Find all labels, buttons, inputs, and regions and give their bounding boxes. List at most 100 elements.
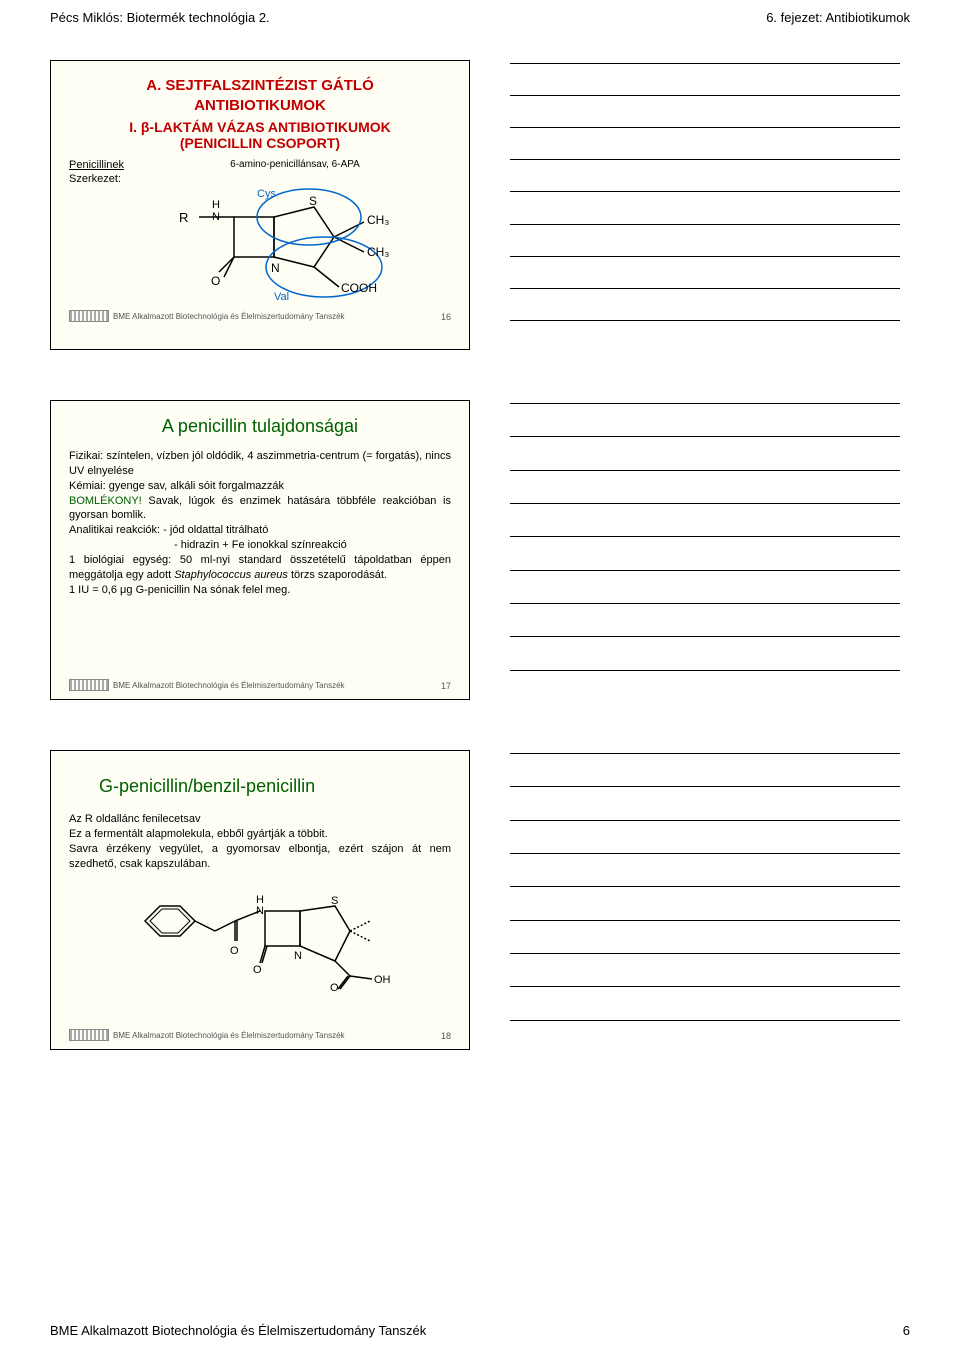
note-line	[510, 886, 900, 887]
slide1-pagenum: 16	[441, 312, 451, 322]
svg-text:O: O	[253, 964, 262, 976]
slide3-l3: Savra érzékeny vegyület, a gyomorsav elb…	[69, 842, 451, 872]
slide2-l2: Kémiai: gyenge sav, alkáli sóit forgalma…	[69, 479, 451, 494]
notes-2	[500, 400, 910, 700]
note-line	[510, 95, 900, 96]
slide2-footer-text: BME Alkalmazott Biotechnológia és Élelmi…	[113, 681, 345, 690]
note-line	[510, 63, 900, 64]
slide3-pagenum: 18	[441, 1031, 451, 1041]
row-3: G-penicillin/benzil-penicillin Az R olda…	[50, 750, 910, 1050]
slide2-title: A penicillin tulajdonságai	[69, 416, 451, 437]
slide2-l1: Fizikai: színtelen, vízben jól oldódik, …	[69, 449, 451, 479]
notes-3	[500, 750, 910, 1050]
slide1-left-labels: Penicillinek Szerkezet:	[69, 159, 139, 302]
note-line	[510, 256, 900, 257]
chem-s: S	[309, 194, 317, 208]
svg-text:N: N	[256, 905, 264, 917]
note-line	[510, 1020, 900, 1021]
note-line	[510, 986, 900, 987]
row-1: A. SEJTFALSZINTÉZIST GÁTLÓ ANTIBIOTIKUMO…	[50, 60, 910, 350]
slide1-chem-area: 6-amino-penicillánsav, 6-APA	[139, 159, 451, 302]
szerkezet-label: Szerkezet:	[69, 173, 139, 185]
chem-cooh: COOH	[341, 281, 377, 295]
slide1-content: Penicillinek Szerkezet: 6-amino-penicill…	[69, 159, 451, 302]
note-line	[510, 127, 900, 128]
building-icon	[69, 1029, 109, 1041]
note-line	[510, 503, 900, 504]
bme-logo-1: BME Alkalmazott Biotechnológia és Élelmi…	[69, 310, 345, 322]
chem-diagram-1: R H N S CH₃ CH₃ N O COOH Cys Val	[139, 172, 451, 302]
building-icon	[69, 679, 109, 691]
header-left: Pécs Miklós: Biotermék technológia 2.	[50, 10, 270, 25]
slide1-title-l1: A. SEJTFALSZINTÉZIST GÁTLÓ	[146, 77, 374, 94]
slide1-title: A. SEJTFALSZINTÉZIST GÁTLÓ ANTIBIOTIKUMO…	[69, 76, 451, 115]
slide2-footer: BME Alkalmazott Biotechnológia és Élelmi…	[69, 679, 451, 691]
penicillinek-label: Penicillinek	[69, 159, 139, 171]
chem-r: R	[179, 210, 188, 225]
slide2-body: Fizikai: színtelen, vízben jól oldódik, …	[69, 449, 451, 597]
slide2-bomlekony: BOMLÉKONY!	[69, 495, 148, 507]
chem-n1: N	[212, 211, 220, 223]
row-2: A penicillin tulajdonságai Fizikai: szín…	[50, 400, 910, 700]
slide2-l4: Analitikai reakciók: - jód oldattal titr…	[69, 523, 451, 538]
note-line	[510, 636, 900, 637]
val-label: Val	[274, 291, 289, 302]
note-line	[510, 288, 900, 289]
slide-2: A penicillin tulajdonságai Fizikai: szín…	[50, 400, 470, 700]
note-line	[510, 670, 900, 671]
note-line	[510, 820, 900, 821]
main-content: A. SEJTFALSZINTÉZIST GÁTLÓ ANTIBIOTIKUMO…	[0, 30, 960, 1050]
benzyl-penicillin-structure-icon: H N S N O O O OH	[120, 881, 400, 991]
cys-label: Cys	[257, 188, 276, 200]
note-line	[510, 920, 900, 921]
svg-text:O: O	[230, 945, 239, 957]
slide2-l5: - hidrazin + Fe ionokkal színreakció	[69, 538, 451, 553]
chem-o: O	[211, 274, 220, 288]
slide3-l1: Az R oldallánc fenilecetsav	[69, 812, 451, 827]
footer-left: BME Alkalmazott Biotechnológia és Élelmi…	[50, 1323, 426, 1338]
note-line	[510, 470, 900, 471]
svg-text:N: N	[294, 950, 302, 962]
note-line	[510, 224, 900, 225]
footer-right: 6	[903, 1323, 910, 1338]
svg-text:S: S	[331, 895, 338, 907]
note-line	[510, 159, 900, 160]
slide1-footer-text: BME Alkalmazott Biotechnológia és Élelmi…	[113, 312, 345, 321]
note-line	[510, 436, 900, 437]
slide1-footer: BME Alkalmazott Biotechnológia és Élelmi…	[69, 310, 451, 322]
slide-1: A. SEJTFALSZINTÉZIST GÁTLÓ ANTIBIOTIKUMO…	[50, 60, 470, 350]
page-footer: BME Alkalmazott Biotechnológia és Élelmi…	[50, 1323, 910, 1338]
building-icon	[69, 310, 109, 322]
slide2-l7: 1 IU = 0,6 μg G-penicillin Na sónak fele…	[69, 583, 451, 598]
note-line	[510, 570, 900, 571]
note-line	[510, 603, 900, 604]
slide2-l6: 1 biológiai egység: 50 ml-nyi standard ö…	[69, 553, 451, 583]
chem-h: H	[212, 199, 220, 211]
note-line	[510, 320, 900, 321]
chem-n2: N	[271, 261, 280, 275]
slide2-l6c: törzs szaporodását.	[288, 569, 387, 581]
slide3-footer-text: BME Alkalmazott Biotechnológia és Élelmi…	[113, 1031, 345, 1040]
note-line	[510, 853, 900, 854]
slide3-body: Az R oldallánc fenilecetsav Ez a ferment…	[69, 812, 451, 871]
bme-logo-3: BME Alkalmazott Biotechnológia és Élelmi…	[69, 1029, 345, 1041]
chem-ch3b: CH₃	[367, 245, 389, 259]
slide2-l6b: Staphylococcus aureus	[174, 569, 288, 581]
header-right: 6. fejezet: Antibiotikumok	[766, 10, 910, 25]
slide1-sub-l2: (PENICILLIN CSOPORT)	[180, 135, 340, 151]
svg-text:O: O	[330, 982, 339, 991]
note-line	[510, 953, 900, 954]
page-header: Pécs Miklós: Biotermék technológia 2. 6.…	[0, 0, 960, 30]
chem-ch3a: CH₃	[367, 213, 389, 227]
slide3-footer: BME Alkalmazott Biotechnológia és Élelmi…	[69, 1029, 451, 1041]
apa-label: 6-amino-penicillánsav, 6-APA	[139, 159, 451, 170]
penicillin-structure-icon: R H N S CH₃ CH₃ N O COOH Cys Val	[139, 172, 439, 302]
note-line	[510, 403, 900, 404]
slide3-title: G-penicillin/benzil-penicillin	[69, 776, 451, 797]
svg-text:OH: OH	[374, 974, 391, 986]
slide1-subtitle: I. β-LAKTÁM VÁZAS ANTIBIOTIKUMOK (PENICI…	[69, 119, 451, 151]
slide-3: G-penicillin/benzil-penicillin Az R olda…	[50, 750, 470, 1050]
slide3-l2: Ez a fermentált alapmolekula, ebből gyár…	[69, 827, 451, 842]
notes-1	[500, 60, 910, 350]
slide1-title-l2: ANTIBIOTIKUMOK	[194, 97, 326, 114]
